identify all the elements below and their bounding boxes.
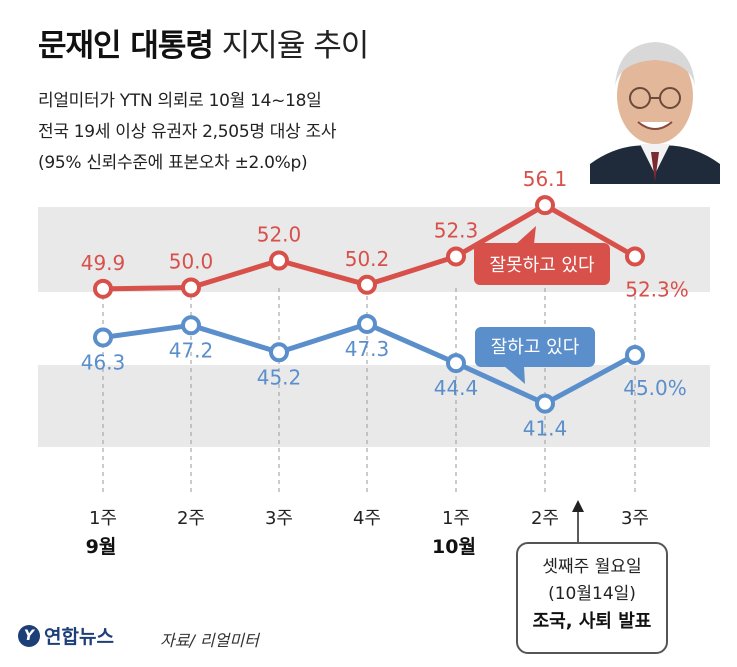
legend-positive-pointer [504, 366, 525, 384]
logo-icon: Y [18, 624, 40, 647]
data-point [535, 393, 555, 414]
legend-negative-label: 잘못하고 있다 [489, 255, 595, 276]
month-label: 9월 [86, 536, 117, 558]
chart-title: 문재인 대통령 지지율 추이 [38, 20, 369, 65]
data-label: 41.4 [523, 417, 568, 441]
source-text: 자료/ 리얼미터 [160, 631, 259, 650]
data-point [357, 313, 377, 334]
data-point [446, 353, 466, 374]
data-label: 56.1 [523, 167, 568, 191]
x-tick-label: 3주 [265, 508, 293, 529]
data-point [181, 315, 201, 336]
data-label: 47.3 [345, 337, 390, 361]
data-point [625, 246, 645, 267]
data-label: 50.0 [169, 250, 214, 274]
data-label: 44.4 [434, 376, 479, 400]
data-point [93, 327, 113, 348]
data-label: 45.0% [623, 376, 687, 400]
data-label: 50.2 [345, 247, 390, 271]
title-light: 지지율 추이 [221, 28, 369, 64]
legend-negative-pointer [516, 226, 536, 244]
data-label: 52.3 [434, 218, 479, 242]
legend-positive-bubble [475, 327, 595, 367]
x-tick-label: 3주 [621, 508, 649, 529]
data-point [625, 345, 645, 365]
annotation-line-3: 조국, 사퇴 발표 [532, 611, 652, 632]
annotation-line-2: (10월14일) [548, 584, 636, 604]
title-bold: 문재인 대통령 [38, 28, 214, 64]
data-label: 52.3% [625, 277, 689, 301]
subtitle-line-1: 리얼미터가 YTN 의뢰로 10월 14~18일 [38, 91, 322, 111]
band-lower [38, 365, 710, 447]
president-portrait [590, 42, 720, 184]
legend-positive-label: 잘하고 있다 [491, 337, 580, 358]
data-point [269, 342, 289, 363]
event-annotation: 셋째주 월요일 (10월14일) 조국, 사퇴 발표 [516, 542, 668, 654]
data-point [535, 195, 555, 216]
data-label: 49.9 [81, 251, 126, 275]
data-point [357, 274, 377, 295]
data-point [269, 250, 289, 271]
month-label: 10월 [432, 536, 476, 558]
subtitle-line-3: (95% 신뢰수준에 표본오차 ±2.0%p) [38, 153, 308, 173]
x-tick-label: 2주 [531, 508, 559, 529]
annotation-arrow-head [572, 500, 584, 512]
legend-negative-bubble [474, 243, 610, 285]
data-label: 46.3 [81, 350, 126, 374]
x-tick-label: 4주 [353, 508, 381, 529]
annotation-line-1: 셋째주 월요일 [542, 557, 642, 577]
data-label: 45.2 [257, 365, 302, 389]
x-tick-label: 1주 [89, 508, 117, 529]
yonhap-logo: Y 연합뉴스 [18, 622, 114, 649]
logo-text: 연합뉴스 [44, 626, 114, 648]
x-tick-label: 2주 [177, 508, 205, 529]
data-label: 47.2 [169, 338, 214, 362]
data-point [446, 246, 466, 267]
subtitle-line-2: 전국 19세 이상 유권자 2,505명 대상 조사 [38, 122, 337, 142]
data-label: 52.0 [257, 223, 302, 247]
data-point [181, 277, 201, 298]
data-point [93, 278, 113, 299]
x-tick-label: 1주 [442, 508, 470, 529]
